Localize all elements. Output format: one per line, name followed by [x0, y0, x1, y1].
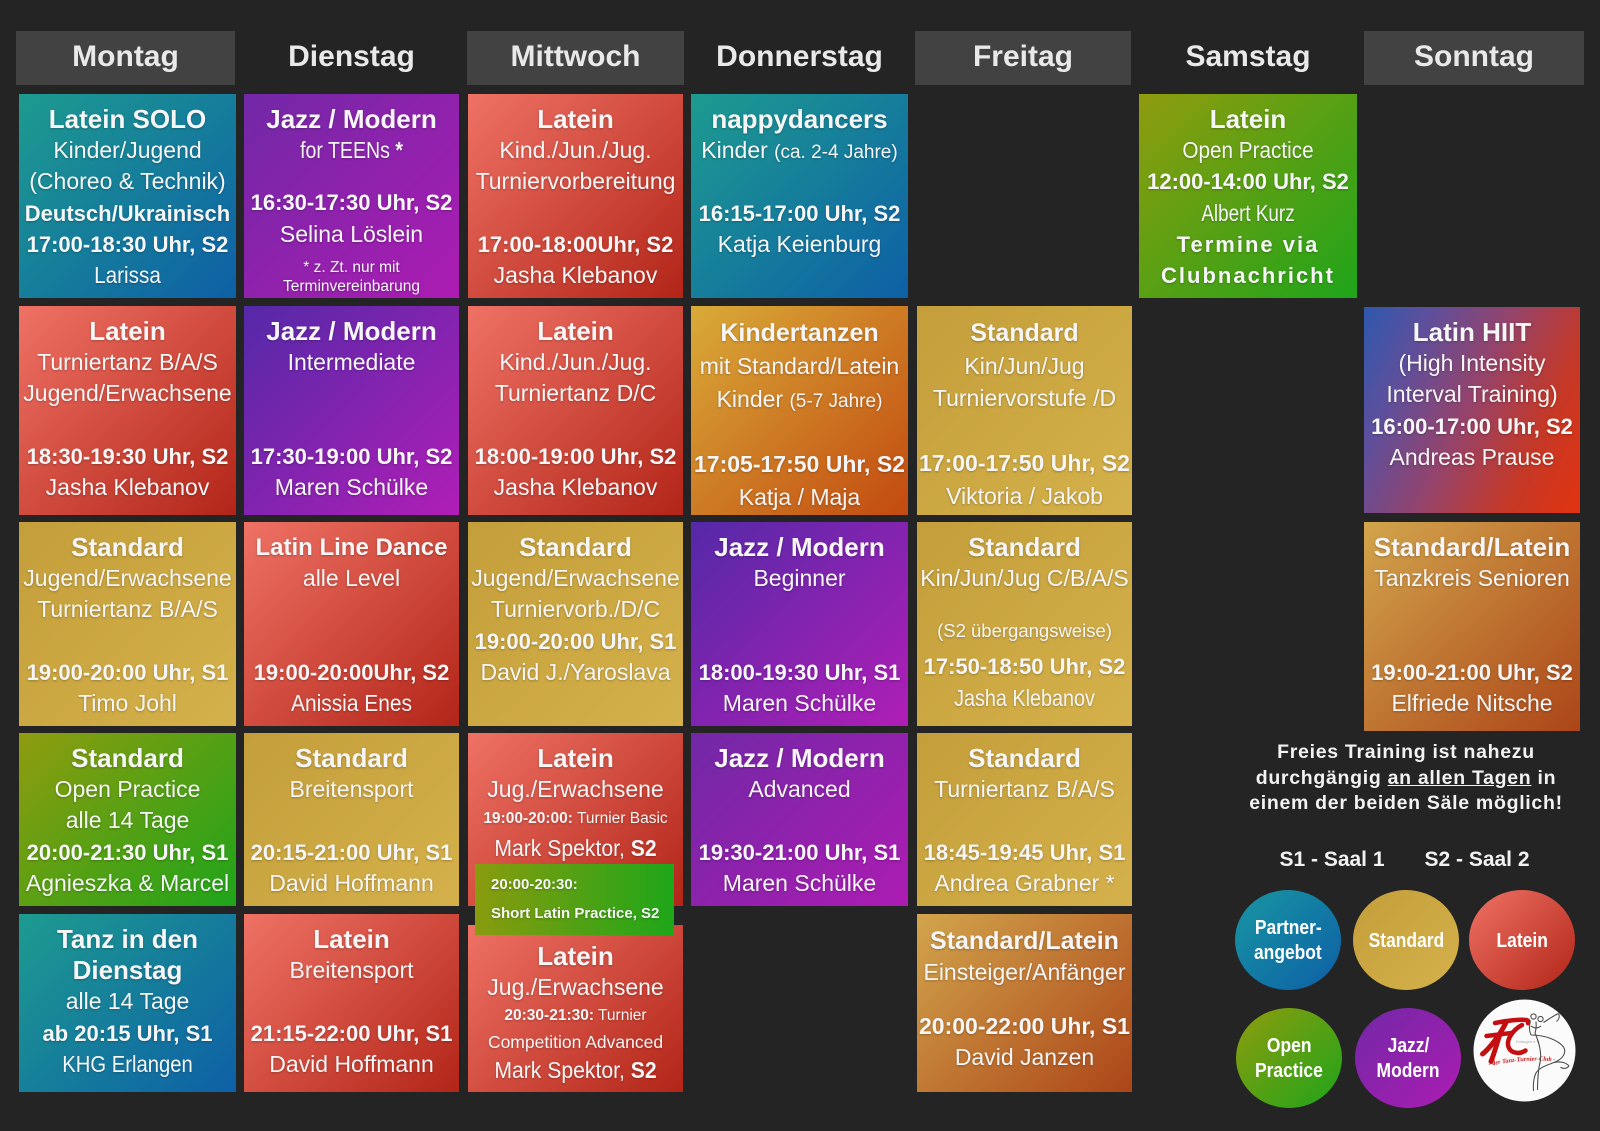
svg-text:Erlangen e.V.: Erlangen e.V.: [1516, 1039, 1540, 1044]
